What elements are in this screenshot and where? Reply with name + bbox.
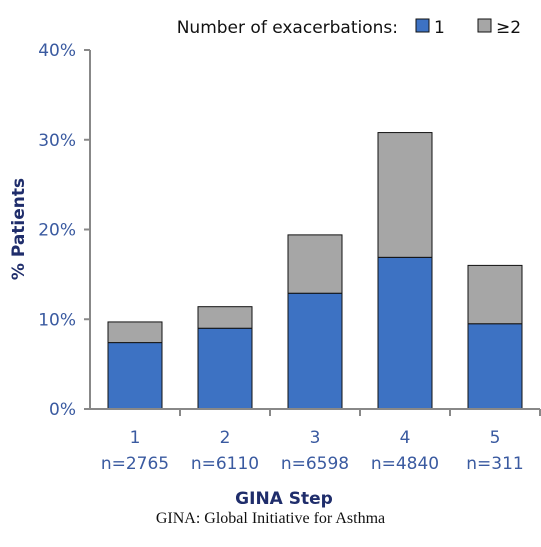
x-sample-size-label: n=311 bbox=[466, 454, 523, 474]
y-axis: 0% 10% 20% 30% 40% bbox=[38, 41, 91, 420]
legend-swatch-2 bbox=[477, 18, 492, 33]
x-tick-label: 2 bbox=[220, 428, 231, 448]
y-axis-title: % Patients bbox=[9, 178, 29, 280]
legend-label-2: ≥2 bbox=[496, 18, 521, 38]
x-sample-size-label: n=2765 bbox=[101, 454, 169, 474]
legend-swatch-1 bbox=[415, 18, 430, 33]
bar-step-4-series-2 bbox=[377, 132, 433, 258]
bar-step-4-series-1 bbox=[377, 256, 433, 410]
x-sample-size-label: n=6598 bbox=[281, 454, 349, 474]
x-sample-size-label: n=4840 bbox=[371, 454, 439, 474]
legend-title: Number of exacerbations: bbox=[177, 18, 398, 38]
x-axis: 1 n=2765 2 n=6110 3 n=6598 4 n=4840 5 n=311 bbox=[90, 408, 541, 474]
bar-step-2-series-2 bbox=[197, 306, 253, 329]
x-tick-label: 3 bbox=[310, 428, 321, 448]
x-axis-title: GINA Step bbox=[235, 489, 333, 509]
bar-step-3-series-1 bbox=[287, 292, 343, 410]
y-tick-label: 0% bbox=[49, 400, 76, 420]
bar-step-5-series-2 bbox=[467, 264, 523, 325]
bar-step-2-series-1 bbox=[197, 327, 253, 410]
legend-label-1: 1 bbox=[434, 18, 445, 38]
y-tick-label: 10% bbox=[38, 310, 76, 330]
x-tick-label: 5 bbox=[490, 428, 501, 448]
bar-step-1-series-2 bbox=[107, 321, 163, 344]
figure-caption: GINA: Global Initiative for Asthma bbox=[155, 510, 386, 527]
stacked-bar-chart: Number of exacerbations: 1 ≥2 0%10%20%30%… bbox=[9, 18, 541, 509]
y-tick-label: 40% bbox=[38, 41, 76, 61]
bar-step-1-series-1 bbox=[107, 342, 163, 410]
legend: 1 ≥2 bbox=[415, 18, 521, 38]
y-tick-label: 30% bbox=[38, 131, 76, 151]
bar-step-3-series-2 bbox=[287, 234, 343, 294]
y-tick-label: 20% bbox=[38, 221, 76, 241]
x-sample-size-label: n=6110 bbox=[191, 454, 259, 474]
x-tick-label: 1 bbox=[130, 428, 141, 448]
bars bbox=[107, 132, 523, 410]
x-tick-label: 4 bbox=[400, 428, 411, 448]
bar-step-5-series-1 bbox=[467, 323, 523, 410]
